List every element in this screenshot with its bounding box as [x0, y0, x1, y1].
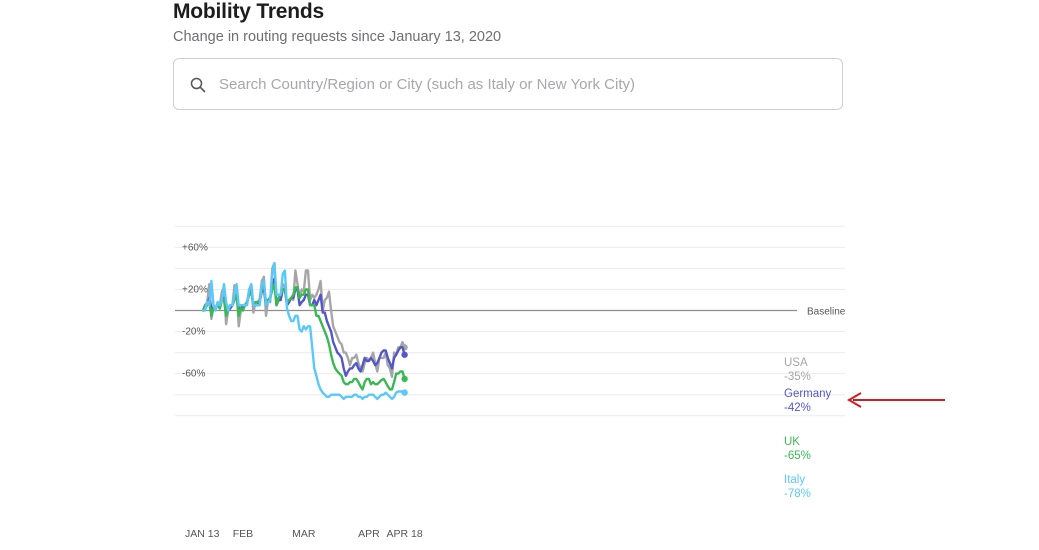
page-subtitle: Change in routing requests since January…	[173, 29, 502, 45]
y-tick-label: -20%	[182, 327, 205, 338]
series-name-usa: USA	[784, 357, 808, 369]
x-tick-label: MAR	[292, 528, 316, 540]
y-tick-label: -60%	[182, 369, 205, 380]
series-name-italy: Italy	[784, 474, 805, 486]
series-value-usa: -35%	[784, 371, 811, 383]
series-value-germany: -42%	[784, 402, 811, 414]
y-tick-label: +60%	[182, 242, 208, 253]
y-tick-label: +20%	[182, 284, 208, 295]
series-line-usa	[201, 261, 406, 378]
series-end-dot-italy	[401, 389, 408, 396]
x-tick-label: APR 18	[387, 528, 423, 540]
x-tick-label: FEB	[233, 528, 253, 540]
search-icon	[190, 77, 206, 93]
series-end-dot-uk	[401, 375, 408, 383]
series-end-dot-germany	[401, 351, 408, 358]
page-title: Mobility Trends	[173, 0, 325, 23]
baseline-label: Baseline	[807, 307, 846, 318]
series-value-uk: -65%	[784, 450, 811, 462]
search-input[interactable]	[219, 60, 819, 108]
series-line-italy	[201, 261, 406, 401]
x-tick-label: JAN 13	[185, 528, 220, 540]
red-arrow-icon	[847, 392, 945, 408]
series-value-italy: -78%	[784, 488, 811, 500]
x-tick-label: APR	[358, 528, 380, 540]
series-name-germany: Germany	[784, 388, 832, 400]
series-name-uk: UK	[784, 436, 800, 448]
search-box[interactable]	[173, 58, 843, 110]
